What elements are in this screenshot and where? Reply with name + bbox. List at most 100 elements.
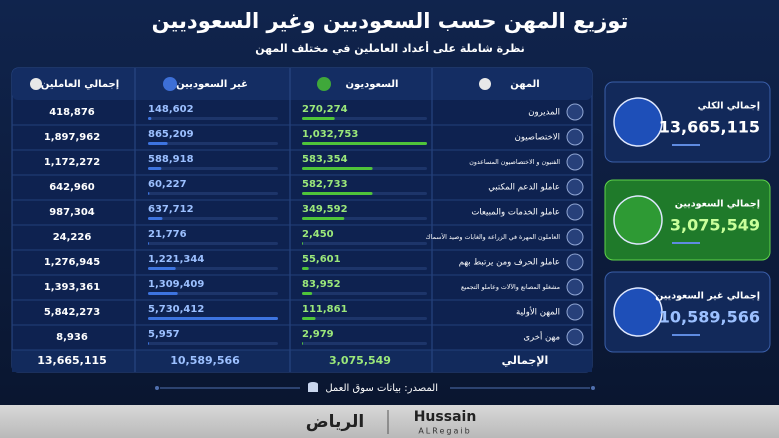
saudi-bar [302,317,316,320]
row-icon [566,103,584,121]
card-icon [613,287,663,337]
card-accent [672,334,700,336]
column-header: غير السعوديين [176,79,248,90]
column-header: المهن [510,79,540,90]
bar-track [302,317,427,320]
bar-track [148,342,278,345]
profession: العاملون المهرة في الزراعة والغابات وصيد… [425,233,560,241]
column-header: إجمالي العاملين [41,79,119,90]
non-saudi-value: 865,209 [148,129,194,140]
non-saudi-bar [148,242,149,245]
total-value: 1,897,962 [44,132,100,143]
non-saudi-value: 5,730,412 [148,304,204,315]
saudi-value: 55,601 [302,254,341,265]
non-saudi-bar [148,267,176,270]
total-value: 1,276,945 [44,257,100,268]
non-saudi-bar [148,117,152,120]
non-saudi-value: 148,602 [148,104,194,115]
header-icon [30,78,42,90]
total-value: 642,960 [49,182,95,193]
row-icon [566,128,584,146]
total-value: 418,876 [49,107,95,118]
bar-track [148,192,278,195]
saudi-value: 583,354 [302,154,348,165]
card-label: إجمالي الكلي [698,101,760,112]
row-icon [566,303,584,321]
total-value: 5,842,273 [44,307,100,318]
total-value: 24,226 [53,232,92,243]
total-value: 987,304 [49,207,95,218]
profession: المهن الأولية [516,307,560,318]
saudi-value: 83,952 [302,279,341,290]
profession: عاملو الخدمات والمبيعات [471,208,560,218]
saudi-bar [302,242,303,245]
profession: مشغلو المصانع والآلات وعاملو التجميع [461,283,560,291]
saudi-bar [302,167,373,170]
profession: عاملو الحرف ومن يرتبط بهم [459,258,560,268]
table-header-bg [12,68,592,100]
dot [155,386,159,390]
table: المهن السعوديون غير السعوديين إجمالي العامل… [12,77,592,367]
non-saudi-bar [148,217,163,220]
cards: إجمالي الكلي 13,665,115 إجمالي السعوديين 3,… [604,81,771,353]
row-icon [566,153,584,171]
logo-en: Hussain [414,409,477,425]
card-label: إجمالي غير السعوديين [655,291,760,302]
saudi-value: 2,450 [302,229,334,240]
non-saudi-bar [148,192,150,195]
bar-track [148,292,278,295]
row-icon [566,253,584,271]
bar-track [148,167,278,170]
bar-track [148,242,278,245]
row-icon [566,278,584,296]
bar-track [148,267,278,270]
saudi-value: 270,274 [302,104,348,115]
total-row-cell: الإجمالي [502,354,549,367]
profession: الاختصاصيون [515,133,560,143]
saudi-bar [302,117,335,120]
saudi-bar [302,342,303,345]
bar-track [302,292,427,295]
card-accent [672,242,700,244]
dot [591,386,595,390]
bar-track [302,267,427,270]
total-value: 1,172,272 [44,157,100,168]
non-saudi-value: 637,712 [148,204,194,215]
profession: مهن أخرى [523,331,560,343]
card-value: 10,589,566 [659,308,760,327]
non-saudi-bar [148,167,162,170]
total-value: 1,393,361 [44,282,100,293]
saudi-value: 1,032,753 [302,129,358,140]
saudi-bar [302,192,373,195]
bar-track [148,142,278,145]
footer-bar [0,405,779,438]
row-icon [566,228,584,246]
source-icon [308,382,318,392]
saudi-bar [302,292,313,295]
bar-track [302,342,427,345]
non-saudi-value: 21,776 [148,229,187,240]
card-value: 3,075,549 [670,216,760,235]
card-icon [613,195,663,245]
saudi-value: 2,979 [302,329,334,340]
row-icon [566,178,584,196]
card-accent [672,144,700,146]
saudi-value: 582,733 [302,179,348,190]
title: توزيع المهن حسب السعوديين وغير السعوديين [152,9,629,33]
card-label: إجمالي السعوديين [675,199,760,210]
non-saudi-bar [148,292,178,295]
table-total-bg [12,350,592,372]
saudi-bar [302,142,427,145]
header-icon [163,77,177,91]
profession: الفنيون و الاختصاصيون المساعدون [469,159,560,166]
total-value: 8,936 [56,332,88,343]
card-icon [613,97,663,147]
row-icon [566,328,584,346]
saudi-value: 111,861 [302,304,348,315]
non-saudi-value: 1,221,344 [148,254,204,265]
saudi-bar [302,267,309,270]
total-row-cell: 3,075,549 [329,354,391,367]
row-icon [566,203,584,221]
